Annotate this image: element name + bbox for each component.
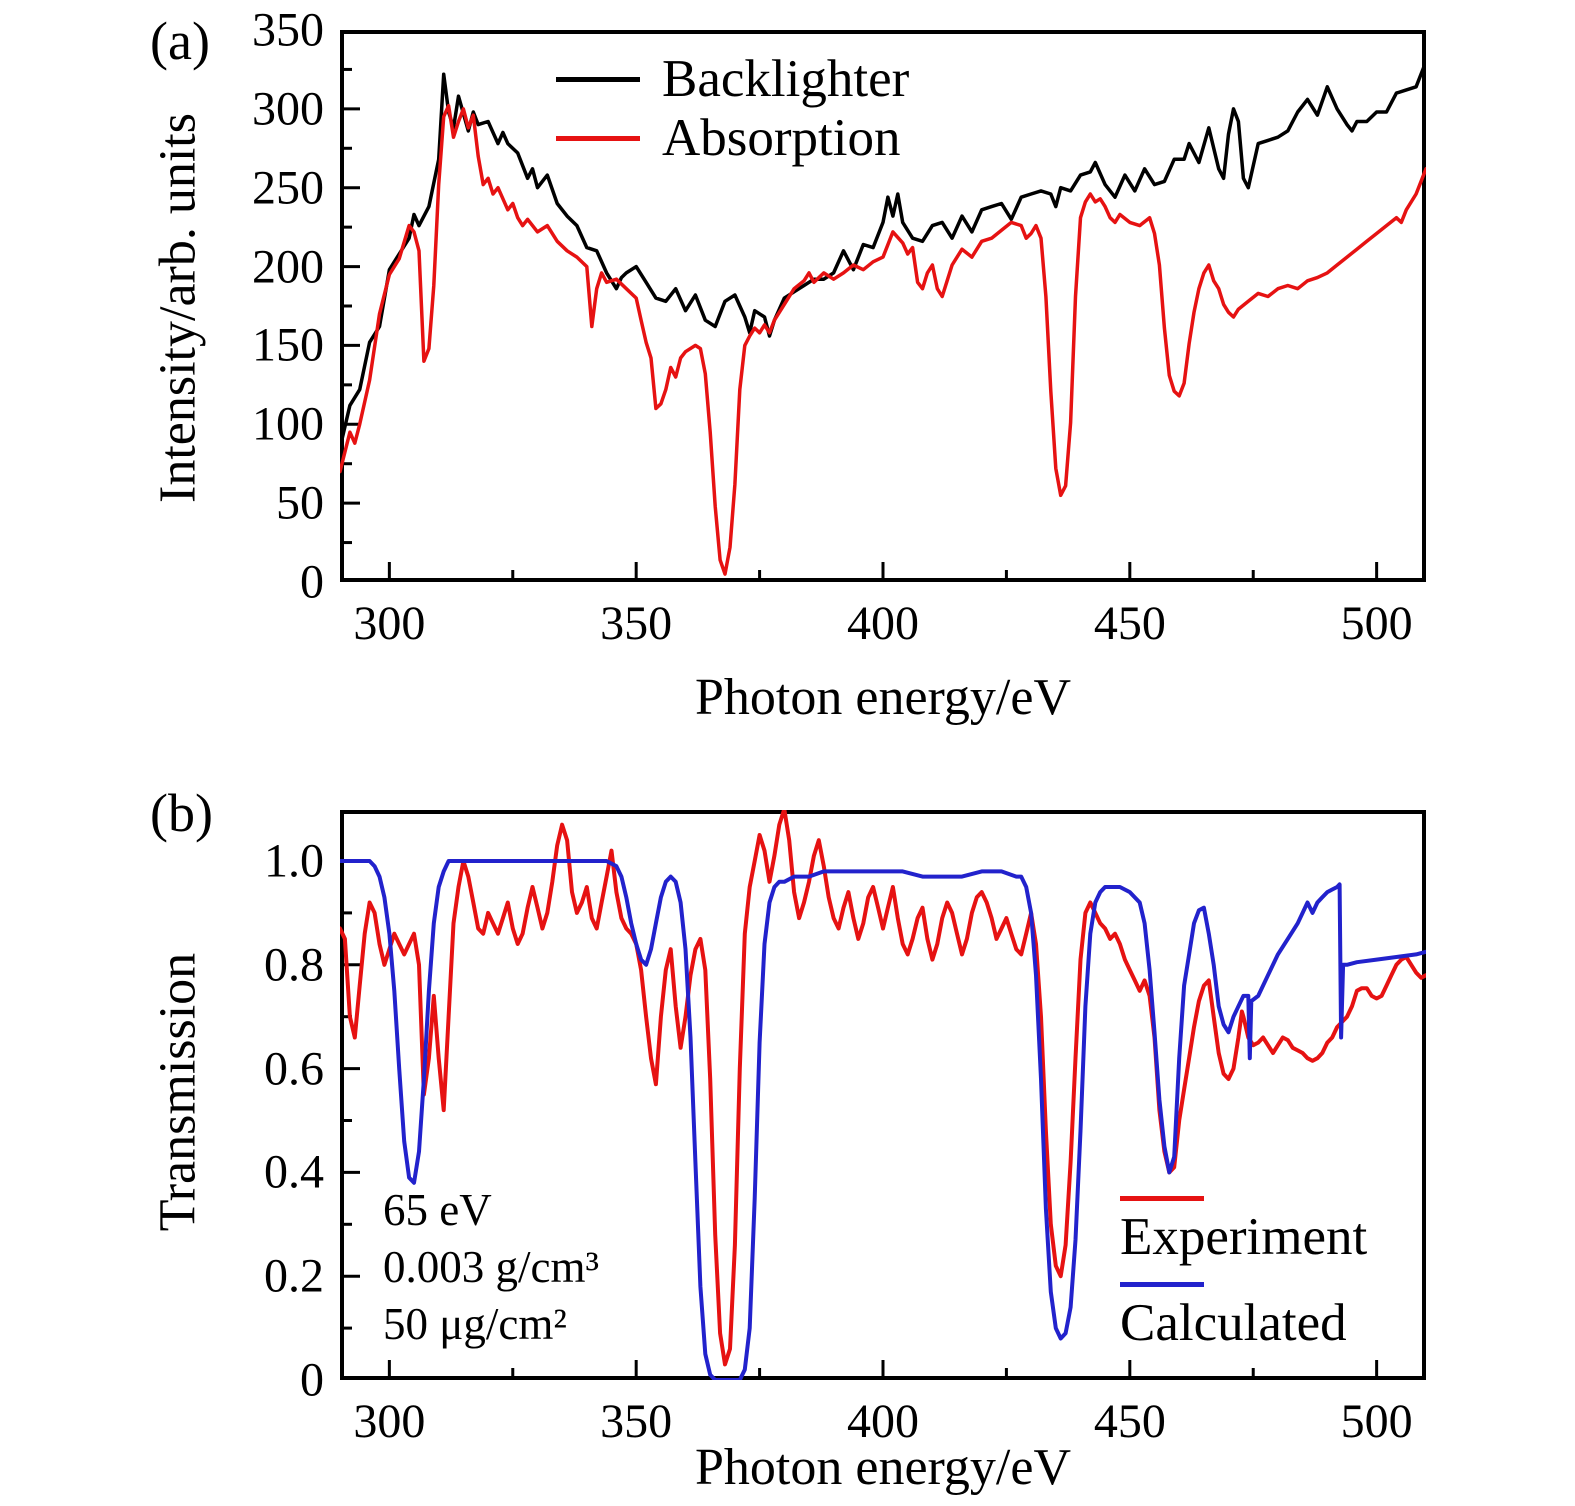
y-tick-label: 200 <box>252 240 324 294</box>
y-tick-label: 0 <box>300 555 324 609</box>
legend-label-absorption: Absorption <box>662 109 901 167</box>
y-tick-label: 150 <box>252 318 324 372</box>
y-tick-label: 0.8 <box>264 938 324 992</box>
annotation-line-areal-density: 50 μg/cm² <box>383 1299 567 1349</box>
panel-a-legend: Backlighter Absorption <box>556 50 909 168</box>
x-tick-label: 450 <box>1093 1395 1166 1448</box>
y-tick-label: 1.0 <box>264 834 324 888</box>
backlighter-line-swatch <box>556 77 640 82</box>
x-tick-label: 400 <box>847 1395 919 1448</box>
y-tick-label: 0.2 <box>264 1249 324 1303</box>
y-tick-label: 0.4 <box>264 1145 324 1199</box>
x-tick-label: 500 <box>1340 597 1413 650</box>
legend-label-backlighter: Backlighter <box>662 50 910 108</box>
x-tick-label: 300 <box>353 1395 426 1448</box>
x-tick-label: 350 <box>600 597 673 650</box>
y-tick-label: 350 <box>252 3 324 57</box>
legend-label-calculated: Calculated <box>1120 1294 1347 1352</box>
panel-a-y-axis-title: Intensity/arb. units <box>149 113 207 503</box>
absorption-curve <box>340 103 1426 576</box>
panel-b-annotation: 65 eV 0.003 g/cm³ 50 μg/cm² <box>383 1182 599 1353</box>
annotation-line-density: 0.003 g/cm³ <box>383 1242 599 1292</box>
legend-label-experiment: Experiment <box>1120 1208 1368 1266</box>
x-tick-label: 500 <box>1340 1395 1413 1448</box>
legend-item-experiment: Experiment <box>1120 1196 1367 1264</box>
x-tick-label: 400 <box>847 597 919 650</box>
panel-b-y-axis-title: Transmission <box>149 952 207 1232</box>
panel-a-plot-area <box>340 30 1426 582</box>
y-tick-label: 250 <box>252 161 324 215</box>
y-tick-label: 0.6 <box>264 1042 324 1096</box>
panel-b-plot-area <box>340 810 1426 1380</box>
calculated-line-swatch <box>1120 1282 1204 1287</box>
calculated-curve <box>340 859 1426 1380</box>
legend-item-absorption: Absorption <box>556 109 909 168</box>
experiment-line-swatch <box>1120 1196 1204 1201</box>
x-tick-label: 350 <box>600 1395 673 1448</box>
x-tick-label: 300 <box>353 597 426 650</box>
y-tick-label: 100 <box>252 397 324 451</box>
backlighter-curve <box>340 59 1426 450</box>
annotation-line-temperature: 65 eV <box>383 1185 492 1235</box>
panel-b-tag: (b) <box>150 783 213 843</box>
y-tick-label: 0 <box>300 1353 324 1407</box>
x-tick-label: 450 <box>1093 597 1166 650</box>
panel-b-x-axis-title: Photon energy/eV <box>695 1439 1071 1496</box>
panel-a-tag: (a) <box>150 11 210 71</box>
experiment-curve <box>340 810 1426 1367</box>
panel-a-x-axis-title: Photon energy/eV <box>695 669 1071 726</box>
legend-item-calculated: Calculated <box>1120 1282 1347 1350</box>
y-tick-label: 50 <box>276 476 324 530</box>
absorption-line-swatch <box>556 136 640 141</box>
y-tick-label: 300 <box>252 82 324 136</box>
legend-item-backlighter: Backlighter <box>556 50 909 109</box>
